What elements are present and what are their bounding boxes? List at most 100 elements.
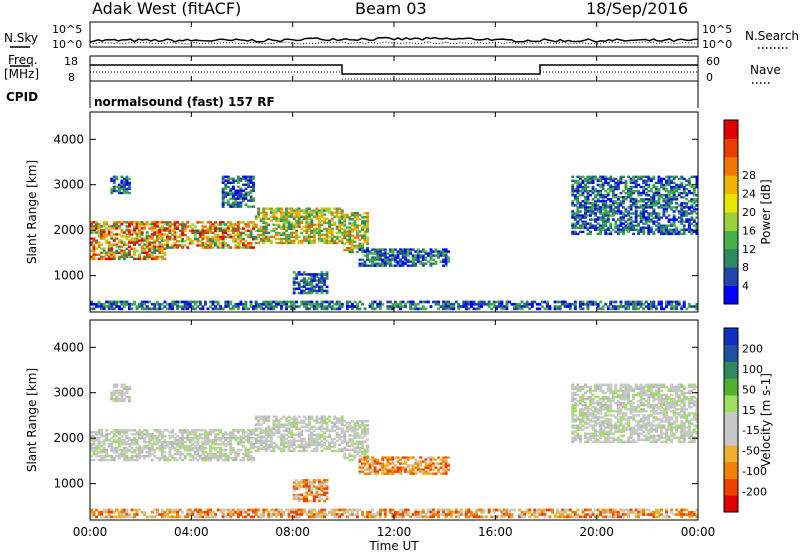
echo-cell — [102, 237, 106, 240]
echo-cell — [224, 453, 228, 456]
echo-cell — [328, 419, 331, 422]
echo-cell — [358, 450, 362, 454]
echo-cell — [115, 223, 119, 226]
echo-cell — [280, 217, 283, 220]
echo-cell — [280, 239, 283, 243]
echo-cell — [599, 191, 603, 195]
echo-cell — [262, 225, 266, 228]
echo-cell — [353, 300, 357, 304]
echo-cell — [160, 453, 164, 456]
echo-cell — [100, 235, 103, 238]
echo-cell — [361, 258, 364, 261]
echo-cell — [348, 440, 352, 443]
echo-cell — [145, 221, 149, 224]
echo-cell — [231, 235, 235, 239]
echo-cell — [264, 443, 268, 447]
echo-cell — [135, 249, 139, 252]
echo-cell — [366, 248, 369, 251]
echo-cell — [295, 209, 299, 212]
echo-cell — [117, 431, 121, 434]
echo-cell — [97, 243, 101, 246]
echo-cell — [254, 237, 258, 241]
echo-cell — [642, 210, 646, 213]
echo-cell — [305, 287, 309, 291]
echo-cell — [122, 305, 126, 308]
echo-cell — [391, 252, 395, 255]
echo-cell — [320, 305, 324, 308]
echo-cell — [343, 456, 347, 460]
echo-cell — [231, 203, 235, 206]
echo-cell — [234, 305, 238, 308]
echo-cell — [350, 430, 354, 433]
echo-cell — [571, 432, 575, 435]
echo-cell — [632, 175, 635, 178]
echo-cell — [274, 237, 278, 241]
echo-cell — [388, 250, 392, 253]
echo-cell — [310, 211, 314, 214]
echo-cell — [414, 302, 418, 306]
echo-cell — [107, 247, 111, 250]
echo-cell — [325, 289, 329, 293]
echo-cell — [117, 454, 121, 458]
echo-cell — [300, 300, 304, 304]
echo-cell — [163, 435, 167, 438]
echo-cell — [320, 493, 324, 497]
echo-cell — [675, 198, 679, 201]
echo-cell — [181, 439, 185, 442]
echo-cell — [421, 470, 425, 473]
echo-cell — [584, 216, 587, 219]
echo-cell — [670, 302, 673, 306]
echo-cell — [262, 213, 266, 216]
echo-cell — [424, 466, 428, 469]
echo-cell — [318, 421, 321, 424]
echo-cell — [302, 449, 306, 453]
echo-cell — [150, 227, 154, 230]
echo-cell — [110, 227, 114, 230]
echo-cell — [310, 281, 314, 284]
echo-cell — [176, 453, 179, 456]
echo-cell — [295, 237, 299, 241]
echo-cell — [110, 235, 114, 238]
echo-cell — [214, 453, 217, 456]
echo-cell — [297, 481, 301, 484]
echo-cell — [171, 454, 174, 458]
echo-cell — [226, 458, 230, 462]
echo-cell — [338, 211, 342, 214]
echo-cell — [682, 185, 686, 189]
echo-cell — [92, 451, 96, 454]
echo-cell — [685, 214, 689, 217]
echo-cell — [452, 307, 456, 311]
echo-cell — [302, 499, 306, 503]
echo-cell — [105, 433, 109, 436]
echo-cell — [290, 209, 293, 212]
echo-cell — [361, 446, 364, 449]
echo-cell — [325, 491, 329, 494]
echo-cell — [158, 445, 162, 448]
echo-cell — [201, 437, 205, 440]
echo-cell — [568, 302, 572, 306]
echo-cell — [262, 211, 266, 214]
echo-cell — [647, 224, 651, 227]
echo-cell — [538, 302, 542, 306]
echo-cell — [637, 302, 641, 306]
echo-cell — [690, 175, 694, 178]
echo-cell — [586, 228, 590, 231]
echo-cell — [242, 237, 245, 241]
echo-cell — [269, 445, 273, 449]
echo-cell — [234, 191, 238, 194]
echo-cell — [611, 208, 615, 211]
echo-cell — [229, 433, 233, 436]
echo-cell — [300, 443, 304, 447]
echo-cell — [122, 383, 126, 386]
echo-cell — [335, 307, 339, 311]
echo-cell — [297, 217, 301, 220]
echo-cell — [356, 436, 359, 439]
echo-cell — [634, 216, 638, 219]
echo-cell — [292, 443, 296, 447]
echo-cell — [429, 305, 433, 308]
echo-cell — [404, 470, 407, 473]
echo-cell — [637, 232, 641, 236]
echo-cell — [122, 453, 126, 456]
echo-cell — [130, 443, 134, 446]
echo-cell — [667, 194, 671, 197]
